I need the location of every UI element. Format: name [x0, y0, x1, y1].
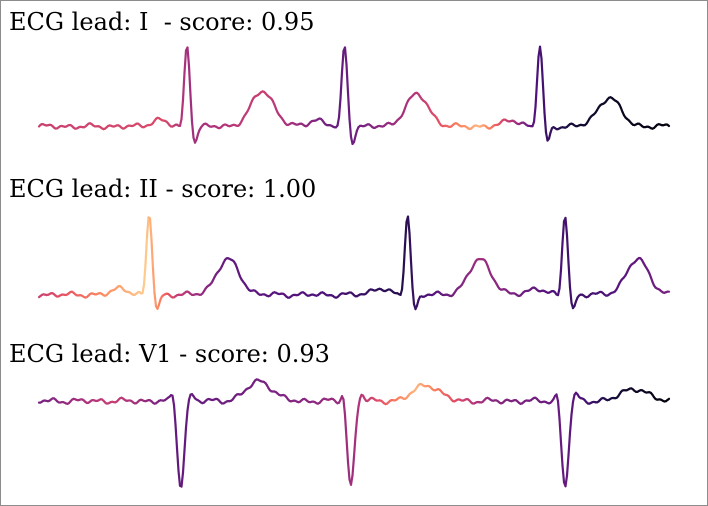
lead-I-segment — [538, 45, 543, 60]
lead-I-segment — [345, 63, 350, 94]
lead-V1-segment — [345, 437, 350, 464]
lead-II-segment — [141, 283, 146, 295]
lead-II-segment — [558, 268, 563, 290]
lead-II-segment — [151, 267, 156, 295]
lead-V1-segment — [346, 460, 351, 481]
lead-II-segment — [402, 244, 407, 274]
ecg-panel-lead-V1: ECG lead: V1 - score: 0.93 — [9, 340, 671, 488]
lead-I-segment — [532, 105, 537, 123]
ecg-panel-lead-I: ECG lead: I - score: 0.95 — [9, 8, 671, 146]
lead-V1-segment — [172, 403, 177, 426]
lead-II-segment — [564, 216, 569, 237]
lead-V1-trace — [37, 378, 671, 488]
lead-V1-segment — [174, 423, 179, 450]
lead-II-segment — [408, 231, 413, 263]
lead-V1-title: ECG lead: V1 - score: 0.93 — [9, 340, 330, 368]
lead-II-segment — [409, 260, 414, 289]
lead-I-segment — [340, 49, 345, 74]
lead-V1-segment — [666, 397, 671, 402]
lead-V1-segment — [556, 400, 561, 421]
lead-V1-segment — [184, 409, 189, 429]
lead-I-segment — [190, 120, 195, 139]
lead-V1-segment — [351, 455, 356, 477]
lead-I-segment — [346, 91, 351, 121]
lead-II-segment — [144, 235, 149, 266]
lead-II-segment — [561, 220, 566, 245]
lead-II-segment — [403, 220, 408, 247]
lead-II-segment — [148, 217, 153, 241]
lead-II-segment — [568, 286, 573, 304]
lead-V1-segment — [559, 441, 564, 467]
lead-I-segment — [187, 65, 192, 97]
lead-V1-segment — [555, 393, 560, 403]
lead-II-segment — [142, 262, 147, 286]
lead-II-segment — [411, 286, 416, 306]
lead-V1-segment — [177, 469, 182, 487]
lead-I-segment — [543, 111, 548, 134]
lead-II-segment — [556, 287, 561, 297]
lead-II-segment — [559, 241, 564, 271]
lead-II-segment — [153, 291, 158, 308]
lead-I-segment — [541, 84, 546, 114]
lead-I-segment — [348, 117, 353, 138]
lead-V1-segment — [181, 449, 186, 474]
lead-II-segment — [567, 261, 572, 289]
lead-I-segment — [181, 71, 186, 102]
lead-V1-segment — [342, 398, 347, 417]
lead-V1-segment — [352, 434, 357, 458]
lead-V1-segment — [567, 431, 572, 457]
lead-V1-segment — [565, 454, 570, 477]
lead-V1-segment — [349, 474, 354, 486]
lead-V1-segment — [180, 471, 185, 488]
lead-V1-segment — [175, 447, 180, 472]
lead-V1-segment — [571, 393, 576, 403]
lead-II-segment — [150, 238, 155, 270]
lead-V1-segment — [561, 464, 566, 484]
lead-I-segment — [189, 94, 194, 123]
lead-I-segment — [337, 97, 342, 119]
lead-V1-segment — [558, 417, 563, 444]
lead-II-segment — [406, 215, 411, 235]
lead-I-segment — [534, 80, 539, 108]
lead-II-segment — [145, 216, 150, 238]
ecg-panel-lead-II: ECG lead: II - score: 1.00 — [9, 175, 671, 311]
lead-I-segment — [186, 46, 191, 68]
lead-V1-segment — [564, 474, 569, 488]
lead-II-title: ECG lead: II - score: 1.00 — [9, 175, 316, 203]
lead-II-segment — [400, 270, 405, 291]
lead-I-segment — [339, 71, 344, 100]
lead-I-trace — [37, 45, 671, 146]
lead-II-segment — [565, 234, 570, 264]
lead-V1-segment — [354, 417, 359, 438]
lead-I-segment — [540, 57, 545, 87]
lead-I-segment — [178, 117, 183, 127]
lead-V1-segment — [568, 413, 573, 435]
lead-V1-segment — [355, 405, 360, 420]
lead-I-segment — [336, 116, 341, 127]
lead-I-segment — [666, 123, 671, 128]
lead-II-trace — [37, 215, 671, 311]
lead-V1-segment — [183, 426, 188, 452]
lead-I-segment — [180, 98, 185, 121]
lead-V1-segment — [357, 397, 362, 408]
lead-I-title: ECG lead: I - score: 0.95 — [9, 8, 314, 36]
lead-V1-segment — [186, 398, 191, 412]
lead-V1-segment — [171, 394, 176, 407]
lead-I-segment — [535, 55, 540, 83]
lead-I-segment — [183, 49, 188, 74]
lead-V1-segment — [570, 400, 575, 416]
lead-I-segment — [343, 46, 348, 66]
lead-V1-segment — [343, 413, 348, 440]
